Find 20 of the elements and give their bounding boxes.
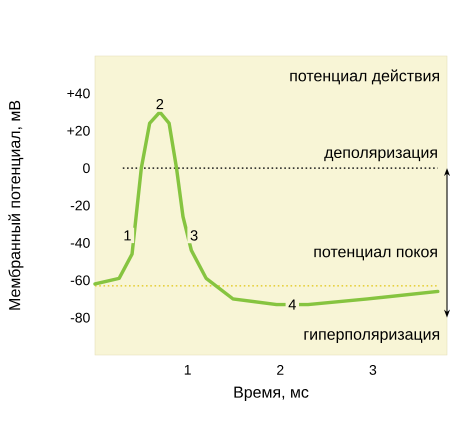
y-tick-label: 0 — [83, 163, 90, 174]
annotation: 2 — [156, 98, 164, 110]
ref-line-label: потенциал покоя — [314, 248, 437, 260]
y-tick-label: +40 — [67, 88, 90, 98]
x-tick-label: 3 — [370, 365, 376, 375]
y-tick-label: -40 — [70, 238, 90, 248]
annotation: потенциал действия — [290, 69, 440, 84]
annotation: гиперполяризация — [304, 331, 440, 344]
y-axis-title: Мембранный потенциал, мВ — [8, 100, 24, 310]
annotation: 3 — [190, 230, 198, 241]
annotation: 4 — [288, 300, 296, 310]
y-tick-label: -60 — [70, 275, 90, 286]
y-tick-label: -80 — [70, 312, 90, 323]
y-tick-label: -20 — [70, 200, 90, 210]
x-tick-label: 1 — [184, 365, 191, 375]
x-tick-label: 2 — [277, 365, 284, 375]
annotation: 1 — [124, 230, 131, 240]
ref-line-label: деполяризация — [324, 149, 437, 162]
x-axis-title: Время, мс — [234, 386, 308, 401]
y-tick-label: +20 — [67, 126, 90, 136]
